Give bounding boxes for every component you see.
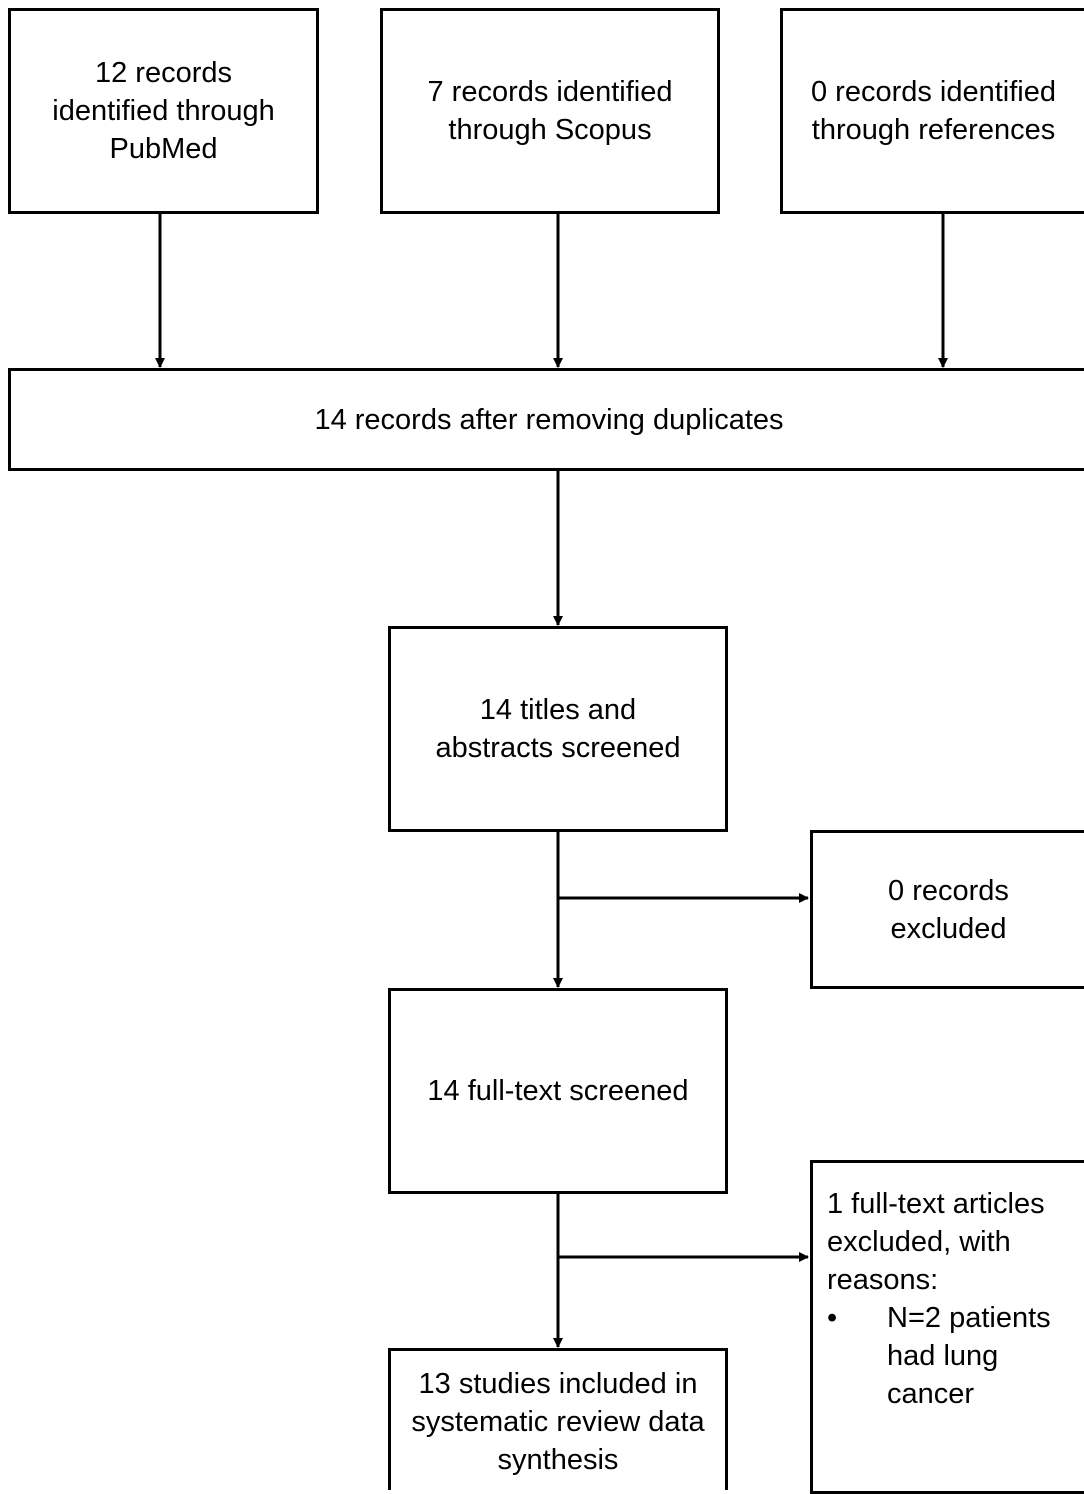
included-studies-box: 13 studies included in systematic review… [388,1348,728,1490]
exclusion-reason-text: N=2 patients had lung cancer [887,1302,1051,1410]
deduplicated-records-box: 14 records after removing duplicates [8,368,1084,471]
scopus-records-text: 7 records identified through Scopus [427,76,673,146]
bullet-marker: • [827,1302,838,1334]
title-abstract-screening-box: 14 titles and abstracts screened [388,626,728,832]
records-excluded-text: 0 records excluded [888,874,1009,945]
title-abstract-screening-text: 14 titles and abstracts screened [435,694,681,764]
deduplicated-records-text: 14 records after removing duplicates [314,403,784,436]
fulltext-excluded-heading: 1 full-text articles excluded, with reas… [827,1188,1045,1296]
fulltext-screening-text: 14 full-text screened [427,1075,689,1107]
pubmed-records-box: 12 records identified through PubMed [8,8,319,214]
exclusion-reason-item: • N=2 patients had lung cancer [827,1299,1067,1413]
included-studies-text: 13 studies included in systematic review… [411,1368,705,1476]
records-excluded-box: 0 records excluded [810,830,1084,989]
pubmed-records-text: 12 records identified through PubMed [52,57,275,165]
fulltext-excluded-box: 1 full-text articles excluded, with reas… [810,1160,1084,1494]
scopus-records-box: 7 records identified through Scopus [380,8,720,214]
references-records-box: 0 records identified through references [780,8,1084,214]
references-records-text: 0 records identified through references [810,76,1057,146]
fulltext-excluded-content: 1 full-text articles excluded, with reas… [827,1185,1067,1413]
fulltext-screening-box: 14 full-text screened [388,988,728,1194]
